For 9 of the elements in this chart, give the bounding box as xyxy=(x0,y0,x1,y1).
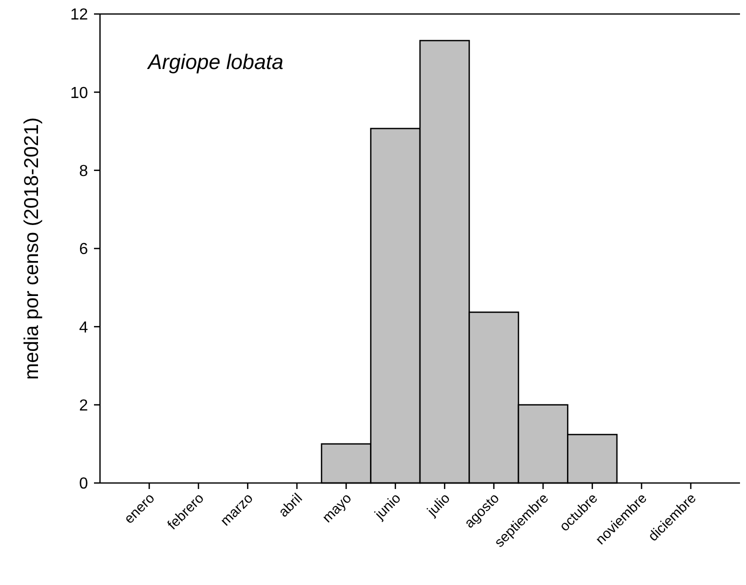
y-tick-label: 12 xyxy=(70,6,88,24)
text: Argiope lobata xyxy=(146,51,284,74)
y-tick-label: 0 xyxy=(79,476,88,493)
y-tick-label: 6 xyxy=(79,241,88,258)
y-tick-label: 4 xyxy=(79,319,88,336)
y-tick-label: 2 xyxy=(79,397,88,414)
y-axis-title: media por censo (2018-2021) xyxy=(21,117,43,380)
y-tick-label: 10 xyxy=(70,84,88,102)
y-tick-label: 8 xyxy=(79,162,88,180)
